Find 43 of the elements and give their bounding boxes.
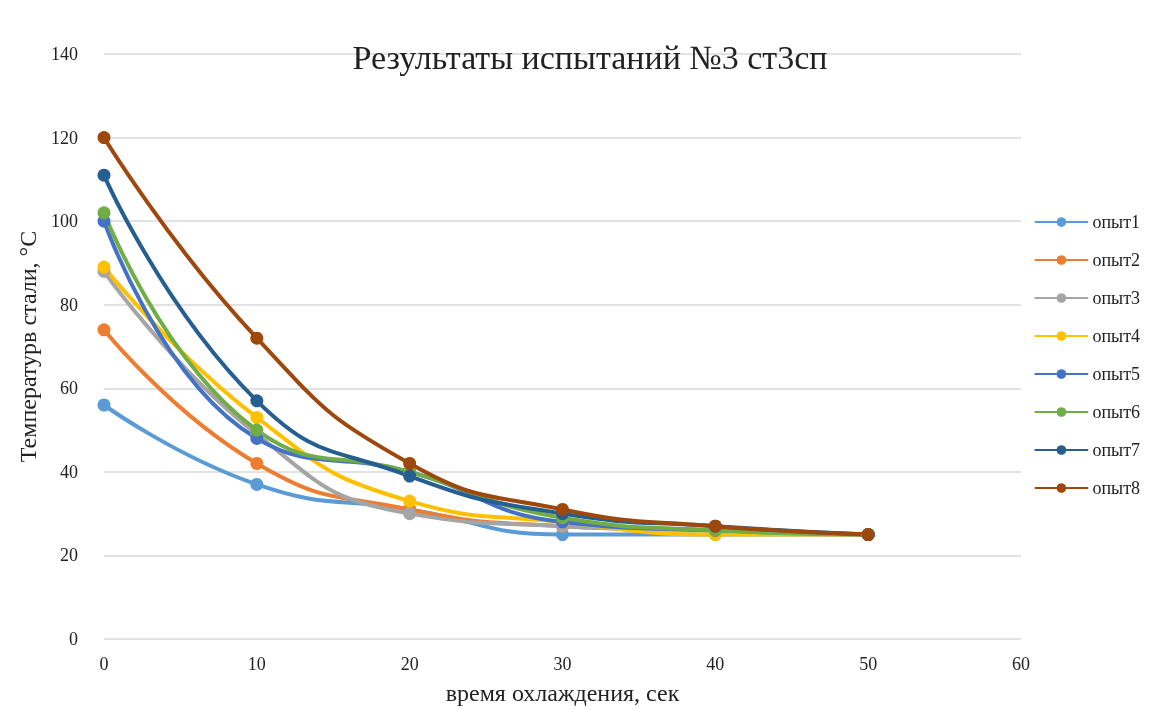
legend-label: опыт2: [1092, 250, 1140, 270]
point: [403, 457, 417, 470]
point: [250, 394, 264, 408]
y-tick-label: 100: [51, 211, 78, 232]
point: [250, 457, 264, 470]
y-tick-label: 40: [60, 461, 78, 482]
point: [250, 477, 264, 491]
chart-title: Результаты испытаний №3 ст3сп: [352, 38, 828, 76]
x-tick-label: 0: [99, 654, 109, 674]
legend-label: опыт8: [1092, 478, 1140, 498]
point: [403, 469, 417, 483]
point: [250, 423, 264, 437]
legend-label: опыт5: [1092, 364, 1140, 384]
y-tick-label: 140: [51, 44, 78, 64]
legend-label: опыт3: [1092, 288, 1140, 308]
y-tick-label: 80: [60, 294, 78, 315]
y-tick-label: 120: [51, 127, 78, 148]
point: [403, 494, 417, 508]
point: [97, 168, 111, 182]
x-tick-label: 10: [247, 654, 266, 674]
x-tick-label: 20: [400, 654, 419, 674]
x-tick-label: 60: [1012, 654, 1030, 674]
y-tick-label: 0: [69, 629, 78, 649]
y-tick-label: 20: [60, 545, 78, 566]
point: [97, 206, 111, 220]
point: [556, 502, 569, 516]
x-tick-label: 50: [859, 654, 878, 674]
legend-label: опыт4: [1092, 326, 1140, 346]
point: [97, 260, 111, 274]
legend-label: опыт1: [1092, 212, 1140, 232]
legend-label: опыт6: [1092, 402, 1140, 422]
x-tick-label: 30: [553, 654, 572, 674]
legend-label: опыт7: [1092, 440, 1140, 460]
y-tick-label: 60: [60, 378, 78, 399]
x-axis-title: время охлаждения, сек: [445, 680, 680, 706]
point: [97, 398, 111, 412]
point: [403, 507, 417, 521]
point: [250, 331, 264, 345]
point: [250, 411, 264, 425]
point: [97, 323, 111, 337]
x-tick-label: 40: [706, 654, 725, 674]
y-axis-title: Температурв стали, °С: [15, 230, 42, 463]
point: [97, 131, 111, 145]
